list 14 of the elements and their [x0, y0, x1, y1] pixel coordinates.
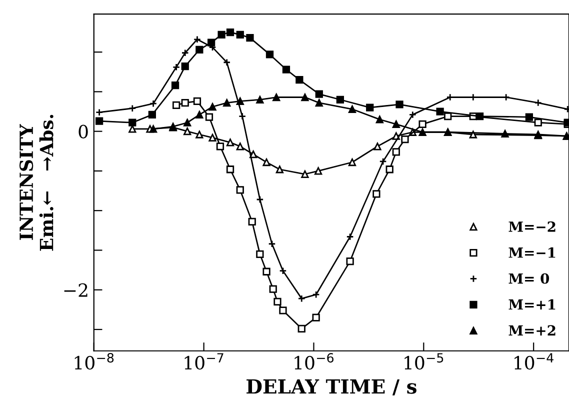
x-tick-label: 10$^{−7}$	[184, 353, 224, 370]
x-tick-label: 10$^{−4}$	[514, 353, 554, 370]
x-tick-label: 10$^{−6}$	[294, 353, 334, 370]
legend-label: M=−2	[508, 221, 556, 232]
y-axis-title: INTENSITY Emi.← →Abs.	[19, 114, 54, 251]
y-tick-label: −2	[64, 283, 88, 297]
legend-label: M=−1	[508, 247, 556, 258]
legend-label: M= 0	[508, 273, 550, 284]
x-tick-label: 10$^{−8}$	[74, 353, 114, 370]
legend-label: M=+2	[508, 325, 556, 336]
x-axis-title: DELAY TIME / s	[246, 379, 416, 396]
x-tick-label: 10$^{−5}$	[404, 353, 444, 370]
legend-label: M=+1	[508, 299, 556, 310]
y-tick-label: 0	[78, 124, 88, 138]
